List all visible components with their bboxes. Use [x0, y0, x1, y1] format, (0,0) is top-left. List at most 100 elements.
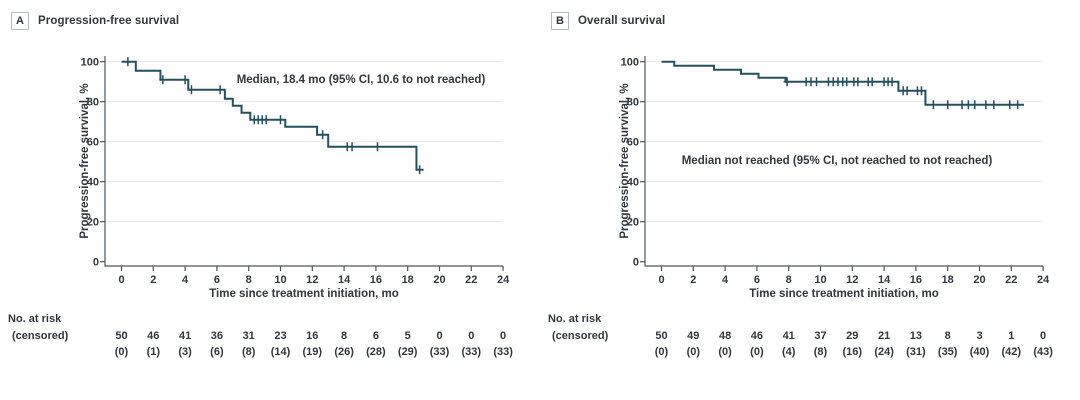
- panel-b-header: B Overall survival: [551, 12, 665, 30]
- x-tick-label: 6: [754, 274, 760, 286]
- at-risk-count: 36: [211, 330, 223, 342]
- y-tick-label: 20: [627, 217, 639, 229]
- x-tick-label: 4: [722, 274, 729, 286]
- censored-count: (14): [271, 346, 291, 358]
- x-tick-label: 24: [1037, 274, 1050, 286]
- censored-count: (33): [462, 346, 482, 358]
- y-tick-label: 40: [87, 177, 99, 189]
- censored-count: (26): [334, 346, 354, 358]
- at-risk-count: 46: [751, 330, 763, 342]
- x-tick-label: 10: [274, 274, 286, 286]
- panel-a-letter-badge: A: [11, 12, 29, 30]
- y-axis-label: Progression-free survival, %: [79, 83, 91, 238]
- x-tick-label: 0: [658, 274, 664, 286]
- x-tick-label: 10: [814, 274, 826, 286]
- x-tick-label: 14: [878, 274, 891, 286]
- at-risk-count: 13: [910, 330, 922, 342]
- panel-a-title: Progression-free survival: [38, 15, 180, 27]
- censored-count: (16): [843, 346, 863, 358]
- at-risk-count: 50: [115, 330, 127, 342]
- at-risk-count: 16: [306, 330, 318, 342]
- at-risk-count: 41: [179, 330, 191, 342]
- y-tick-label: 40: [627, 177, 639, 189]
- x-tick-label: 16: [370, 274, 382, 286]
- censored-count: (43): [1033, 346, 1053, 358]
- x-tick-label: 0: [118, 274, 124, 286]
- at-risk-count: 1: [1008, 330, 1014, 342]
- risk-table-label-line2: (censored): [552, 330, 609, 342]
- censored-count: (40): [970, 346, 990, 358]
- y-tick-label: 100: [81, 57, 99, 69]
- y-tick-label: 0: [93, 257, 99, 269]
- x-tick-label: 20: [973, 274, 985, 286]
- censor-marks: [783, 77, 1022, 110]
- at-risk-count: 0: [1040, 330, 1046, 342]
- x-tick-label: 4: [182, 274, 189, 286]
- at-risk-count: 29: [846, 330, 858, 342]
- at-risk-count: 49: [687, 330, 699, 342]
- censored-count: (42): [1002, 346, 1022, 358]
- censored-count: (0): [750, 346, 764, 358]
- censored-count: (0): [718, 346, 732, 358]
- x-tick-label: 18: [942, 274, 954, 286]
- x-tick-label: 8: [786, 274, 792, 286]
- censored-count: (4): [782, 346, 796, 358]
- x-axis-label: Time since treatment initiation, mo: [749, 288, 939, 300]
- os-km-chart: 020406080100050(0)249(0)448(0)646(0)841(…: [548, 56, 1053, 358]
- censored-count: (24): [874, 346, 894, 358]
- x-tick-label: 6: [214, 274, 220, 286]
- at-risk-count: 0: [500, 330, 506, 342]
- at-risk-count: 23: [274, 330, 286, 342]
- censored-count: (6): [210, 346, 224, 358]
- x-tick-label: 24: [497, 274, 510, 286]
- x-tick-label: 18: [402, 274, 414, 286]
- y-tick-label: 0: [633, 257, 639, 269]
- km-curve: [661, 60, 1025, 106]
- at-risk-count: 31: [243, 330, 255, 342]
- median-annotation: Median not reached (95% CI, not reached …: [682, 155, 993, 167]
- at-risk-count: 21: [878, 330, 890, 342]
- x-tick-label: 22: [465, 274, 477, 286]
- x-tick-label: 22: [1005, 274, 1017, 286]
- censored-count: (0): [115, 346, 129, 358]
- risk-table-label-line2: (censored): [12, 330, 69, 342]
- y-axis-label: Progression-free survival, %: [619, 83, 631, 238]
- pfs-km-chart: 020406080100050(0)246(1)441(3)636(6)831(…: [8, 56, 513, 358]
- censored-count: (35): [938, 346, 958, 358]
- censored-count: (28): [366, 346, 386, 358]
- censored-count: (33): [493, 346, 513, 358]
- y-tick-label: 60: [627, 137, 639, 149]
- axis-lines: [644, 56, 1043, 267]
- at-risk-count: 0: [468, 330, 474, 342]
- censored-count: (31): [906, 346, 926, 358]
- censored-count: (19): [303, 346, 323, 358]
- y-tick-label: 100: [621, 57, 639, 69]
- axis-lines: [104, 56, 503, 267]
- censored-count: (1): [147, 346, 161, 358]
- x-tick-label: 12: [306, 274, 318, 286]
- at-risk-count: 48: [719, 330, 731, 342]
- x-tick-label: 2: [690, 274, 696, 286]
- at-risk-count: 46: [147, 330, 159, 342]
- x-tick-label: 14: [338, 274, 351, 286]
- at-risk-count: 0: [436, 330, 442, 342]
- at-risk-count: 41: [783, 330, 795, 342]
- km-curve: [121, 60, 424, 171]
- y-tick-label: 60: [87, 137, 99, 149]
- panel-b-title: Overall survival: [578, 15, 666, 27]
- at-risk-count: 6: [373, 330, 379, 342]
- median-annotation: Median, 18.4 mo (95% CI, 10.6 to not rea…: [237, 74, 486, 86]
- x-tick-label: 20: [433, 274, 445, 286]
- panel-b-letter-badge: B: [551, 12, 569, 30]
- censored-count: (0): [687, 346, 701, 358]
- x-axis-label: Time since treatment initiation, mo: [209, 288, 399, 300]
- at-risk-count: 8: [945, 330, 951, 342]
- x-tick-label: 8: [246, 274, 252, 286]
- x-tick-label: 2: [150, 274, 156, 286]
- panel-overall-survival: 0 20 40 60 80 100 0 50 (0) 2 49 (0) 4 48 (0) 6 46 (0) 8 41(…: [540, 0, 1080, 400]
- risk-table-label-line1: No. at risk: [548, 313, 602, 325]
- panel-a-header: A Progression-free survival: [11, 12, 179, 30]
- x-tick-label: 12: [846, 274, 858, 286]
- censored-count: (0): [655, 346, 669, 358]
